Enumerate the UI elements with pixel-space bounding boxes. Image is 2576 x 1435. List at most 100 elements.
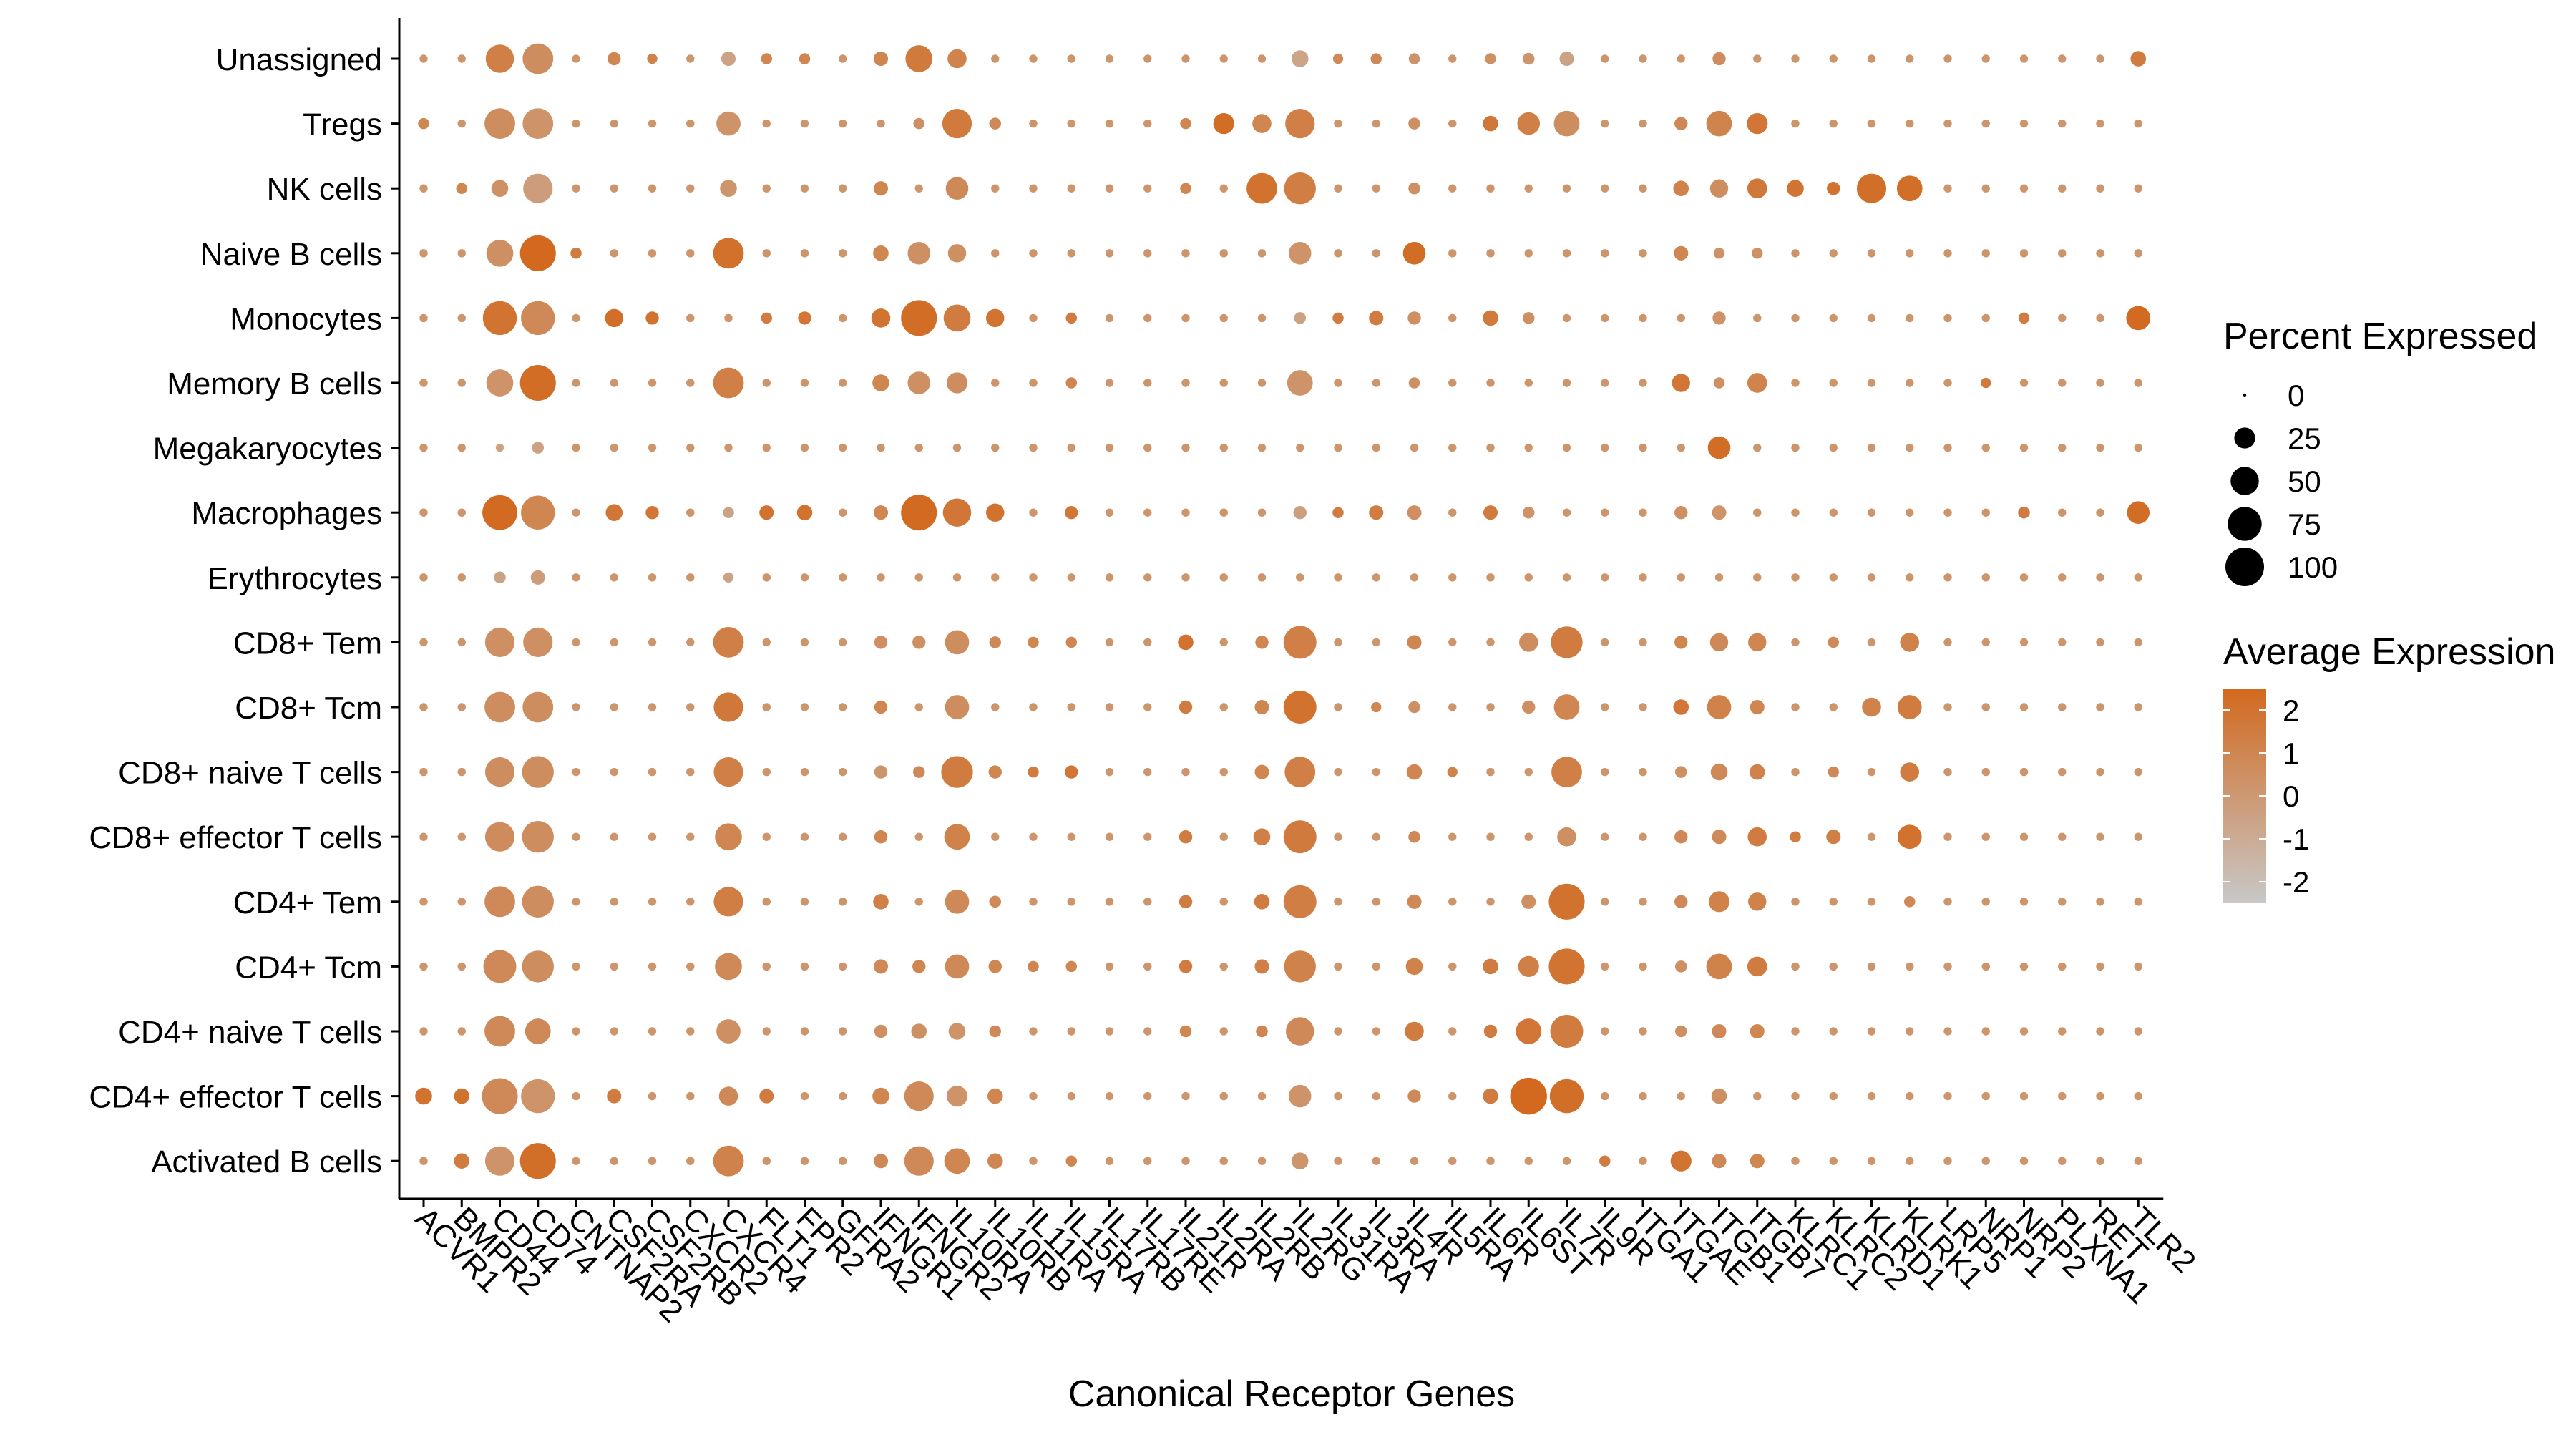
data-point (1105, 508, 1114, 517)
data-point (1790, 831, 1801, 842)
data-point (1181, 767, 1190, 777)
data-point (1067, 54, 1075, 63)
data-point (1029, 1027, 1038, 1036)
data-point (1524, 443, 1533, 452)
data-point (1252, 114, 1272, 133)
data-point (522, 821, 554, 853)
data-point (1906, 119, 1914, 128)
data-point (1601, 313, 1609, 323)
data-point (572, 898, 580, 906)
data-point (1748, 892, 1767, 911)
data-point (2058, 1027, 2067, 1036)
data-point (648, 1027, 657, 1036)
data-point (761, 53, 772, 64)
data-point (419, 54, 428, 63)
data-point (648, 767, 657, 777)
data-point (1550, 1015, 1584, 1048)
data-point (2058, 767, 2067, 777)
data-point (1291, 50, 1309, 67)
data-point (522, 691, 554, 723)
data-point (952, 443, 962, 452)
data-point (1677, 573, 1685, 582)
data-point (942, 109, 972, 139)
data-point (1219, 962, 1228, 971)
data-point (2134, 249, 2142, 258)
data-point (1332, 53, 1344, 64)
data-point (1105, 832, 1114, 841)
data-point (648, 184, 657, 193)
data-point (1867, 767, 1876, 777)
data-point (1334, 832, 1342, 841)
data-point (1219, 443, 1228, 452)
data-point (648, 962, 657, 971)
data-point (1829, 379, 1838, 387)
data-point (2096, 184, 2104, 193)
data-point (491, 180, 509, 197)
data-point (1943, 832, 1952, 841)
data-point (1674, 245, 1689, 261)
data-point (1143, 703, 1152, 711)
data-point (457, 638, 466, 647)
data-point (1284, 950, 1316, 983)
data-point (1677, 54, 1685, 63)
data-point (1486, 443, 1495, 452)
data-point (1981, 898, 1990, 906)
data-point (1029, 379, 1038, 387)
data-point (482, 301, 517, 336)
data-point (1867, 508, 1876, 517)
data-point (1257, 54, 1267, 63)
data-point (1562, 249, 1571, 258)
data-point (1402, 242, 1426, 265)
data-point (1828, 766, 1839, 778)
data-point (874, 765, 888, 779)
data-point (1601, 767, 1609, 777)
data-point (1334, 1091, 1342, 1101)
data-point (1522, 52, 1535, 65)
data-point (2019, 703, 2029, 711)
data-point (1906, 54, 1914, 63)
data-point (522, 108, 554, 140)
data-point (800, 1027, 809, 1036)
size-legend-title: Percent Expressed (2223, 316, 2537, 357)
data-point (839, 573, 847, 582)
data-point (1143, 1027, 1152, 1036)
data-point (1712, 1023, 1727, 1039)
data-point (1906, 573, 1914, 582)
data-point (2096, 898, 2104, 906)
data-point (2127, 501, 2150, 524)
data-point (1143, 313, 1152, 323)
data-point (2019, 638, 2029, 647)
data-point (800, 638, 809, 647)
data-point (1285, 109, 1315, 139)
data-point (1753, 313, 1762, 323)
data-point (2058, 638, 2067, 647)
data-point (1254, 764, 1269, 779)
data-point (713, 692, 743, 722)
data-point (1067, 573, 1075, 582)
data-point (1334, 1157, 1342, 1165)
data-point (648, 249, 657, 258)
data-point (941, 756, 973, 788)
data-point (1067, 184, 1075, 193)
data-point (1369, 311, 1384, 326)
data-point (1065, 636, 1077, 648)
data-point (1713, 377, 1725, 389)
data-point (1524, 379, 1533, 387)
data-point (942, 498, 972, 527)
data-point (1483, 115, 1498, 132)
data-point (905, 45, 933, 72)
data-point (610, 1157, 618, 1165)
data-point (1707, 436, 1731, 459)
data-point (1372, 898, 1380, 906)
data-point (1867, 573, 1876, 582)
data-point (948, 1023, 966, 1040)
data-point (2134, 379, 2142, 387)
data-point (1179, 700, 1193, 714)
data-point (911, 1023, 927, 1039)
data-point (605, 504, 623, 521)
data-point (1522, 506, 1535, 519)
data-point (645, 505, 659, 520)
data-point (1181, 54, 1190, 63)
data-point (484, 757, 515, 787)
data-point (1524, 249, 1533, 258)
